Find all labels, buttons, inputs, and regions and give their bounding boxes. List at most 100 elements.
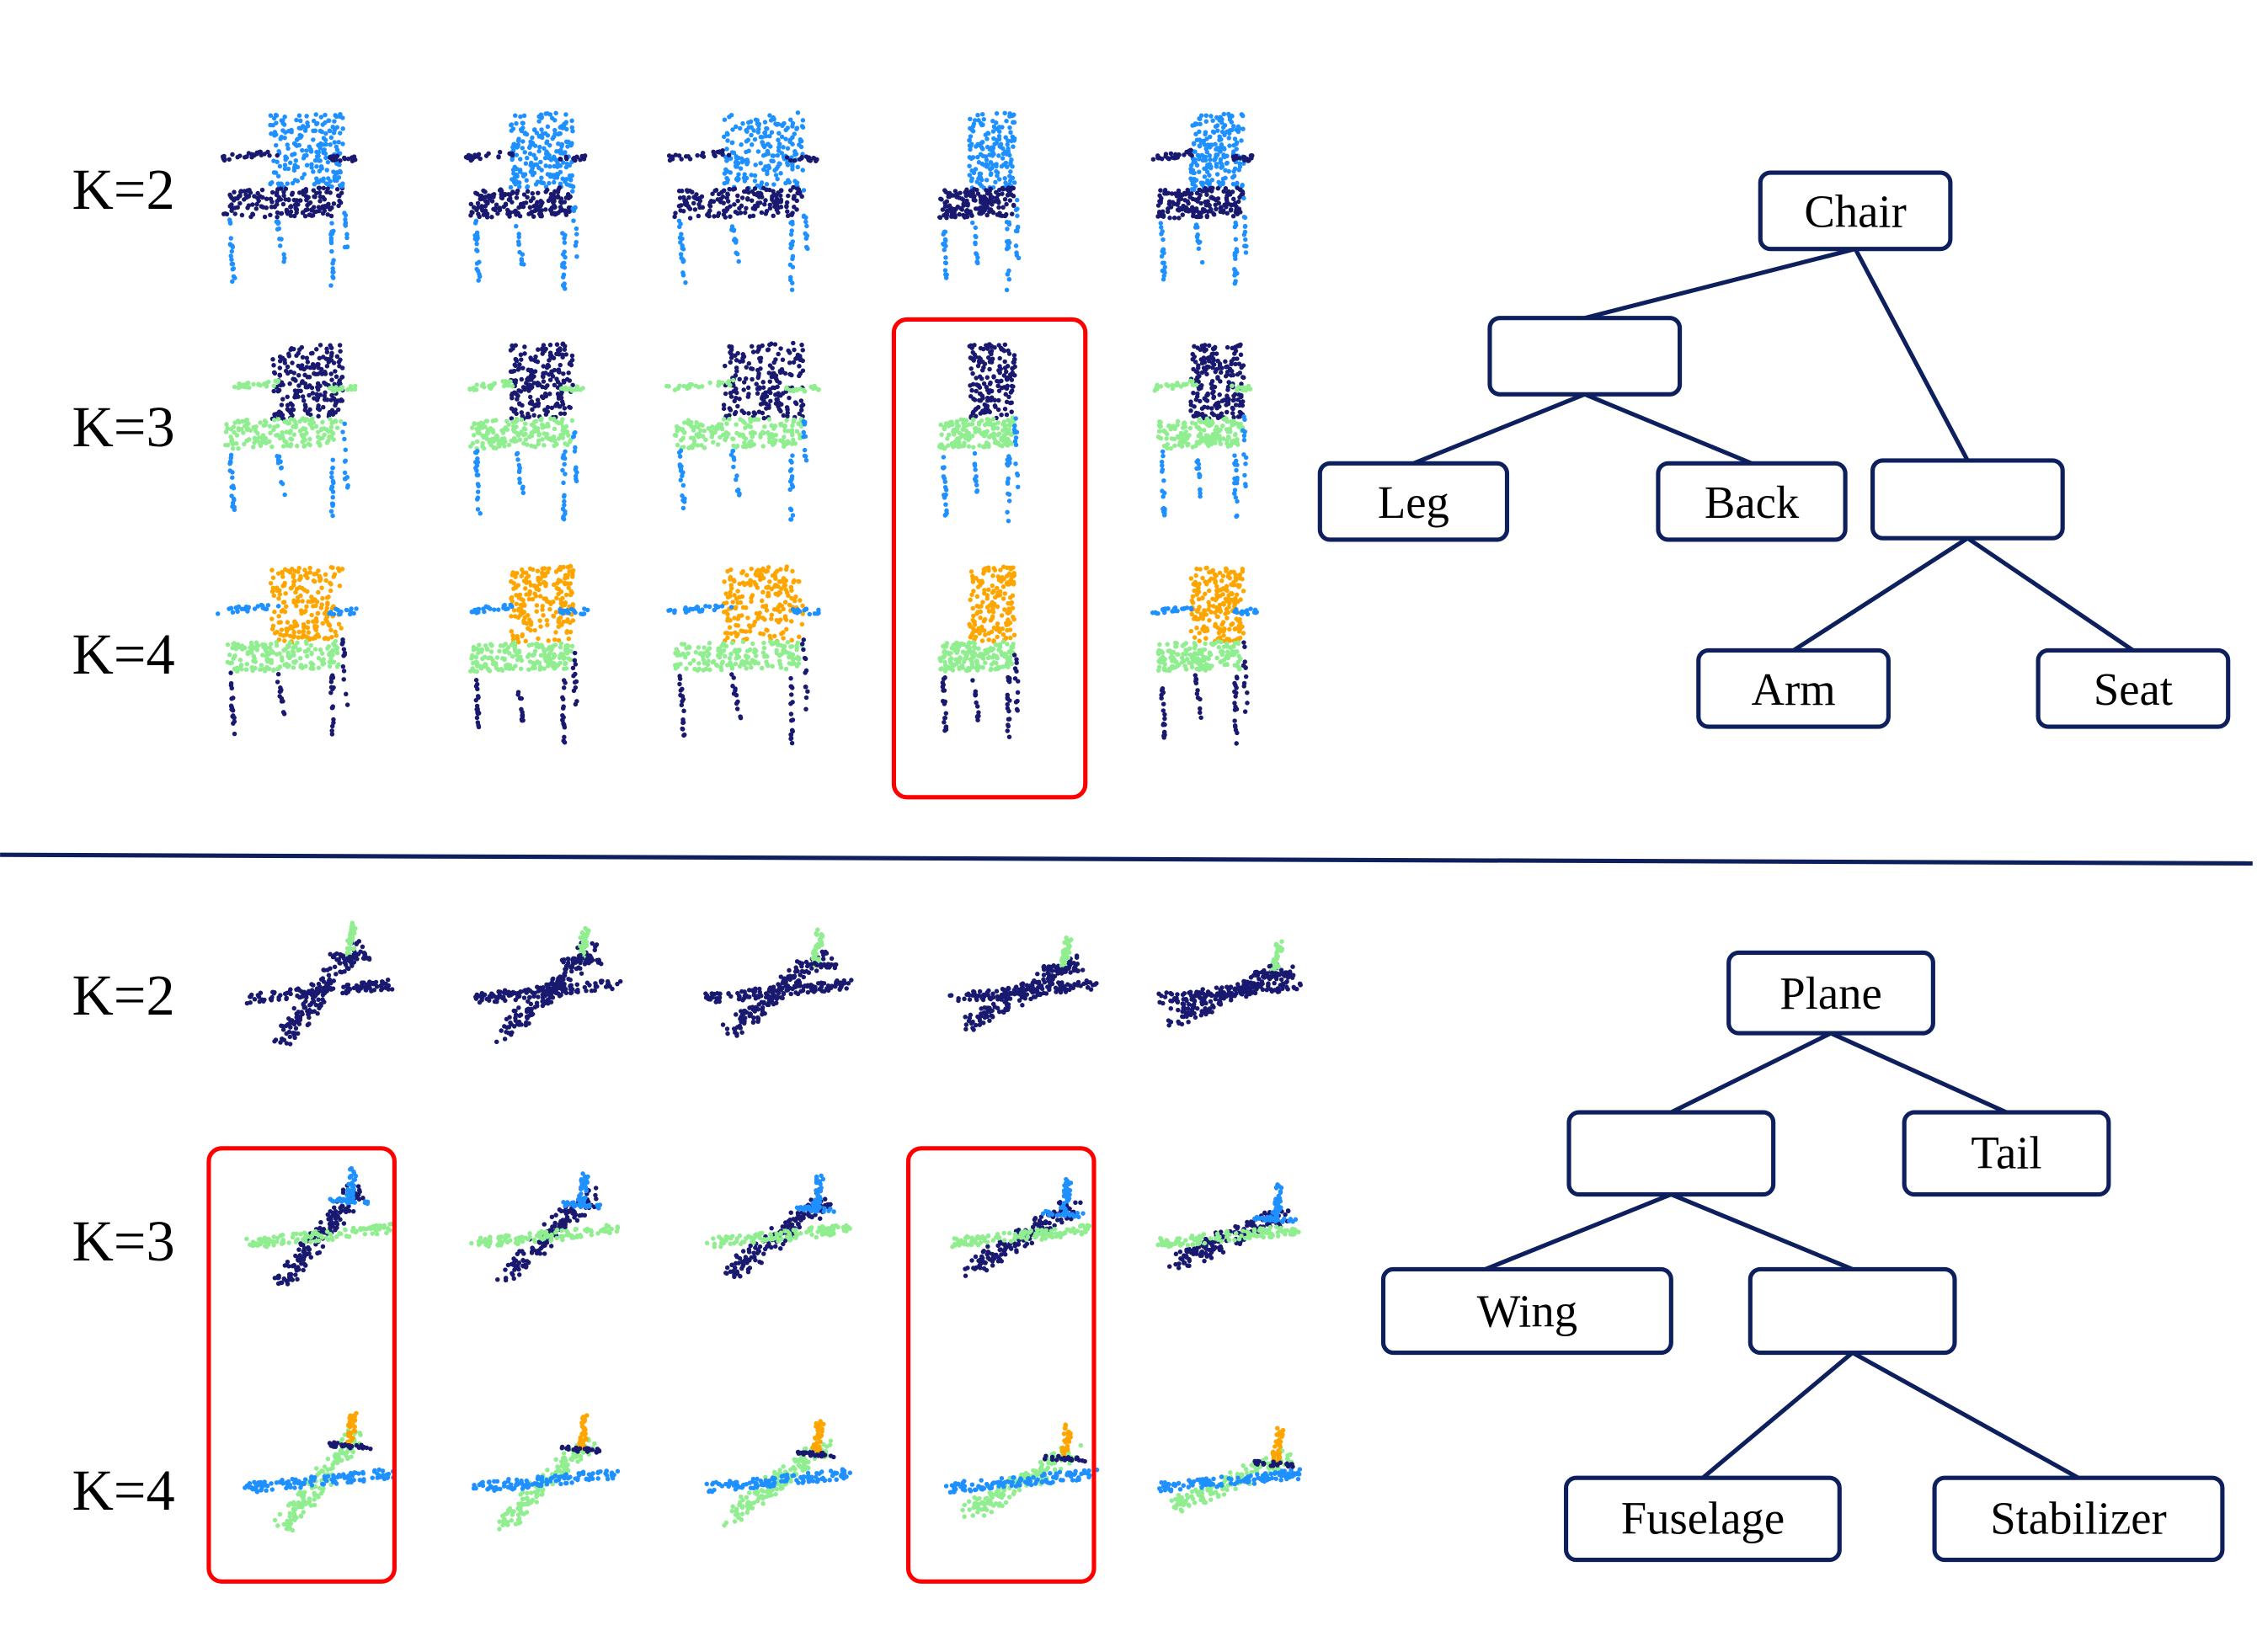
point: [1154, 385, 1159, 391]
point: [330, 494, 335, 500]
point: [287, 381, 292, 386]
point: [1007, 114, 1012, 119]
chair-point-cloud: [463, 110, 588, 291]
point: [516, 205, 521, 210]
point: [291, 665, 296, 670]
point: [297, 190, 302, 195]
point: [565, 442, 570, 448]
point: [752, 186, 758, 191]
point: [765, 141, 771, 147]
point: [335, 566, 341, 571]
point: [947, 203, 952, 208]
point: [784, 204, 789, 209]
point: [272, 370, 278, 376]
point: [317, 441, 323, 446]
point: [1220, 423, 1225, 429]
point: [700, 150, 706, 156]
point: [1230, 189, 1235, 195]
point: [782, 434, 787, 440]
point: [691, 200, 696, 206]
point: [951, 427, 957, 433]
point: [562, 200, 568, 205]
point: [726, 152, 732, 157]
point: [560, 231, 565, 236]
point: [749, 173, 754, 178]
point: [742, 210, 748, 216]
point: [342, 421, 347, 427]
point: [293, 394, 298, 400]
point: [781, 440, 786, 445]
point: [328, 353, 334, 359]
point: [514, 152, 520, 157]
point: [984, 375, 990, 381]
point: [340, 126, 345, 131]
point: [519, 357, 524, 362]
point: [692, 207, 698, 212]
point: [567, 404, 572, 410]
point: [499, 195, 505, 201]
point: [973, 225, 979, 231]
point: [787, 468, 793, 473]
point: [517, 249, 522, 255]
point: [786, 193, 791, 199]
point: [307, 200, 313, 205]
point: [530, 135, 535, 141]
point: [325, 212, 330, 217]
point: [502, 436, 507, 441]
point: [1235, 498, 1240, 504]
point: [339, 385, 344, 390]
point: [959, 196, 964, 201]
point: [737, 205, 742, 211]
point: [229, 706, 234, 712]
point: [271, 115, 277, 121]
point: [943, 275, 949, 280]
point: [291, 583, 296, 588]
point: [547, 156, 553, 162]
point: [1004, 118, 1009, 124]
point: [1241, 154, 1246, 160]
point: [722, 188, 727, 194]
point: [523, 431, 528, 437]
point: [528, 369, 534, 375]
point: [474, 191, 480, 196]
point: [955, 205, 961, 210]
point: [768, 398, 773, 404]
point: [300, 635, 305, 640]
point: [294, 353, 299, 359]
point: [297, 347, 302, 352]
point: [332, 178, 338, 184]
point: [1009, 157, 1014, 163]
point: [1232, 351, 1237, 356]
point: [1228, 207, 1234, 212]
point: [788, 517, 794, 522]
point: [790, 135, 795, 140]
point: [510, 369, 515, 375]
point: [333, 647, 339, 653]
point: [288, 213, 294, 218]
point: [720, 432, 726, 438]
point: [1182, 424, 1188, 429]
point: [489, 383, 495, 389]
point: [694, 420, 699, 425]
point: [298, 388, 303, 394]
point: [1218, 370, 1224, 376]
point: [228, 253, 233, 258]
point: [744, 129, 750, 134]
point: [280, 128, 285, 133]
point: [980, 147, 985, 152]
point: [973, 467, 978, 472]
point: [341, 155, 347, 161]
point: [797, 411, 803, 417]
point: [497, 149, 503, 155]
point: [799, 403, 804, 409]
point: [518, 114, 523, 120]
point: [765, 347, 771, 353]
point: [569, 353, 575, 359]
point: [708, 429, 714, 434]
point: [1206, 359, 1212, 364]
point: [511, 429, 517, 434]
point: [574, 226, 579, 232]
point: [686, 195, 691, 200]
point: [282, 638, 287, 643]
point: [527, 205, 533, 210]
